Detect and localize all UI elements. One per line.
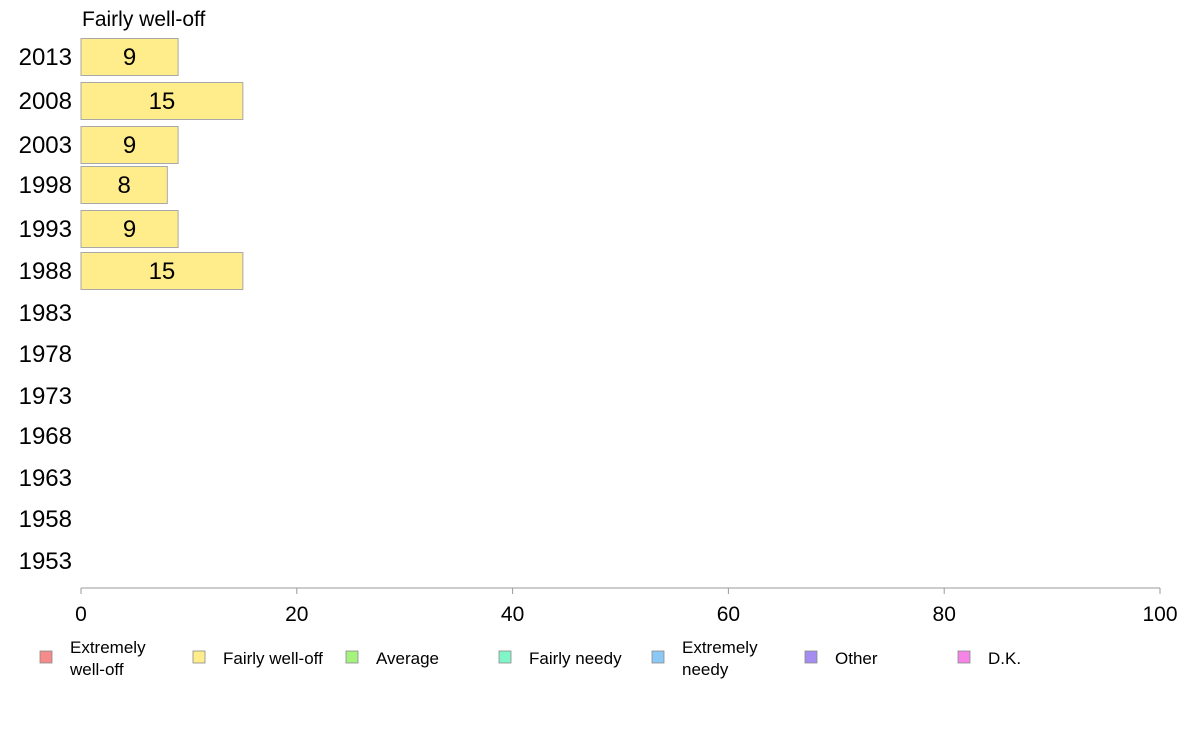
year-label: 1983 xyxy=(19,300,72,327)
bar-value-label: 8 xyxy=(117,172,130,199)
year-labels: 2013 2008 2003 1998 1993 1988 1983 1978 1973 1968… xyxy=(19,44,72,575)
x-tick-label: 100 xyxy=(1142,603,1177,626)
legend-item: Other xyxy=(804,649,878,668)
year-label: 2003 xyxy=(19,132,72,159)
legend-item: Fairly needy xyxy=(498,649,622,668)
chart-title: Fairly well-off xyxy=(82,8,205,31)
bar-value-label: 9 xyxy=(123,44,136,71)
bar xyxy=(80,38,179,76)
legend-swatch xyxy=(498,650,512,664)
legend-label: Average xyxy=(376,649,439,668)
legend-item: Extremely needy xyxy=(651,638,758,679)
legend-swatch xyxy=(39,650,53,664)
bar xyxy=(80,210,179,248)
year-label: 1958 xyxy=(19,506,72,533)
x-tick-label: 80 xyxy=(933,603,956,626)
legend-label: Extremely needy xyxy=(682,638,758,679)
x-tick-label: 20 xyxy=(285,603,308,626)
bar xyxy=(80,82,244,120)
year-label: 1978 xyxy=(19,341,72,368)
legend-label: Extremely well-off xyxy=(69,638,146,679)
bar xyxy=(80,126,179,164)
legend-label: Fairly needy xyxy=(529,649,622,668)
legend-label: D.K. xyxy=(988,649,1021,668)
bar-value-label: 15 xyxy=(149,258,176,285)
legend-label: Fairly well-off xyxy=(223,649,323,668)
bars: 9 15 9 8 9 15 xyxy=(80,38,244,290)
year-label: 1953 xyxy=(19,548,72,575)
legend-label: Other xyxy=(835,649,878,668)
year-label: 1998 xyxy=(19,172,72,199)
x-tick-label: 0 xyxy=(75,603,87,626)
legend-item: Fairly well-off xyxy=(192,649,323,668)
bar-value-label: 15 xyxy=(149,88,176,115)
year-label: 2008 xyxy=(19,88,72,115)
legend-swatch xyxy=(804,650,818,664)
x-tick-label: 40 xyxy=(501,603,524,626)
year-label: 2013 xyxy=(19,44,72,71)
legend-item: Extremely well-off xyxy=(39,638,146,679)
x-tick-label: 60 xyxy=(717,603,740,626)
legend-item: D.K. xyxy=(957,649,1021,668)
legend-swatch xyxy=(192,650,206,664)
bar-value-label: 9 xyxy=(123,132,136,159)
bar xyxy=(80,166,168,204)
legend: Extremely well-off Fairly well-off Average F… xyxy=(39,638,1021,679)
year-label: 1973 xyxy=(19,383,72,410)
bar-value-label: 9 xyxy=(123,216,136,243)
x-axis: 0 20 40 60 80 100 xyxy=(75,587,1178,626)
year-label: 1988 xyxy=(19,258,72,285)
legend-swatch xyxy=(345,650,359,664)
year-label: 1968 xyxy=(19,423,72,450)
year-label: 1993 xyxy=(19,216,72,243)
legend-swatch xyxy=(651,650,665,664)
bar xyxy=(80,252,244,290)
legend-swatch xyxy=(957,650,971,664)
legend-item: Average xyxy=(345,649,439,668)
year-label: 1963 xyxy=(19,465,72,492)
